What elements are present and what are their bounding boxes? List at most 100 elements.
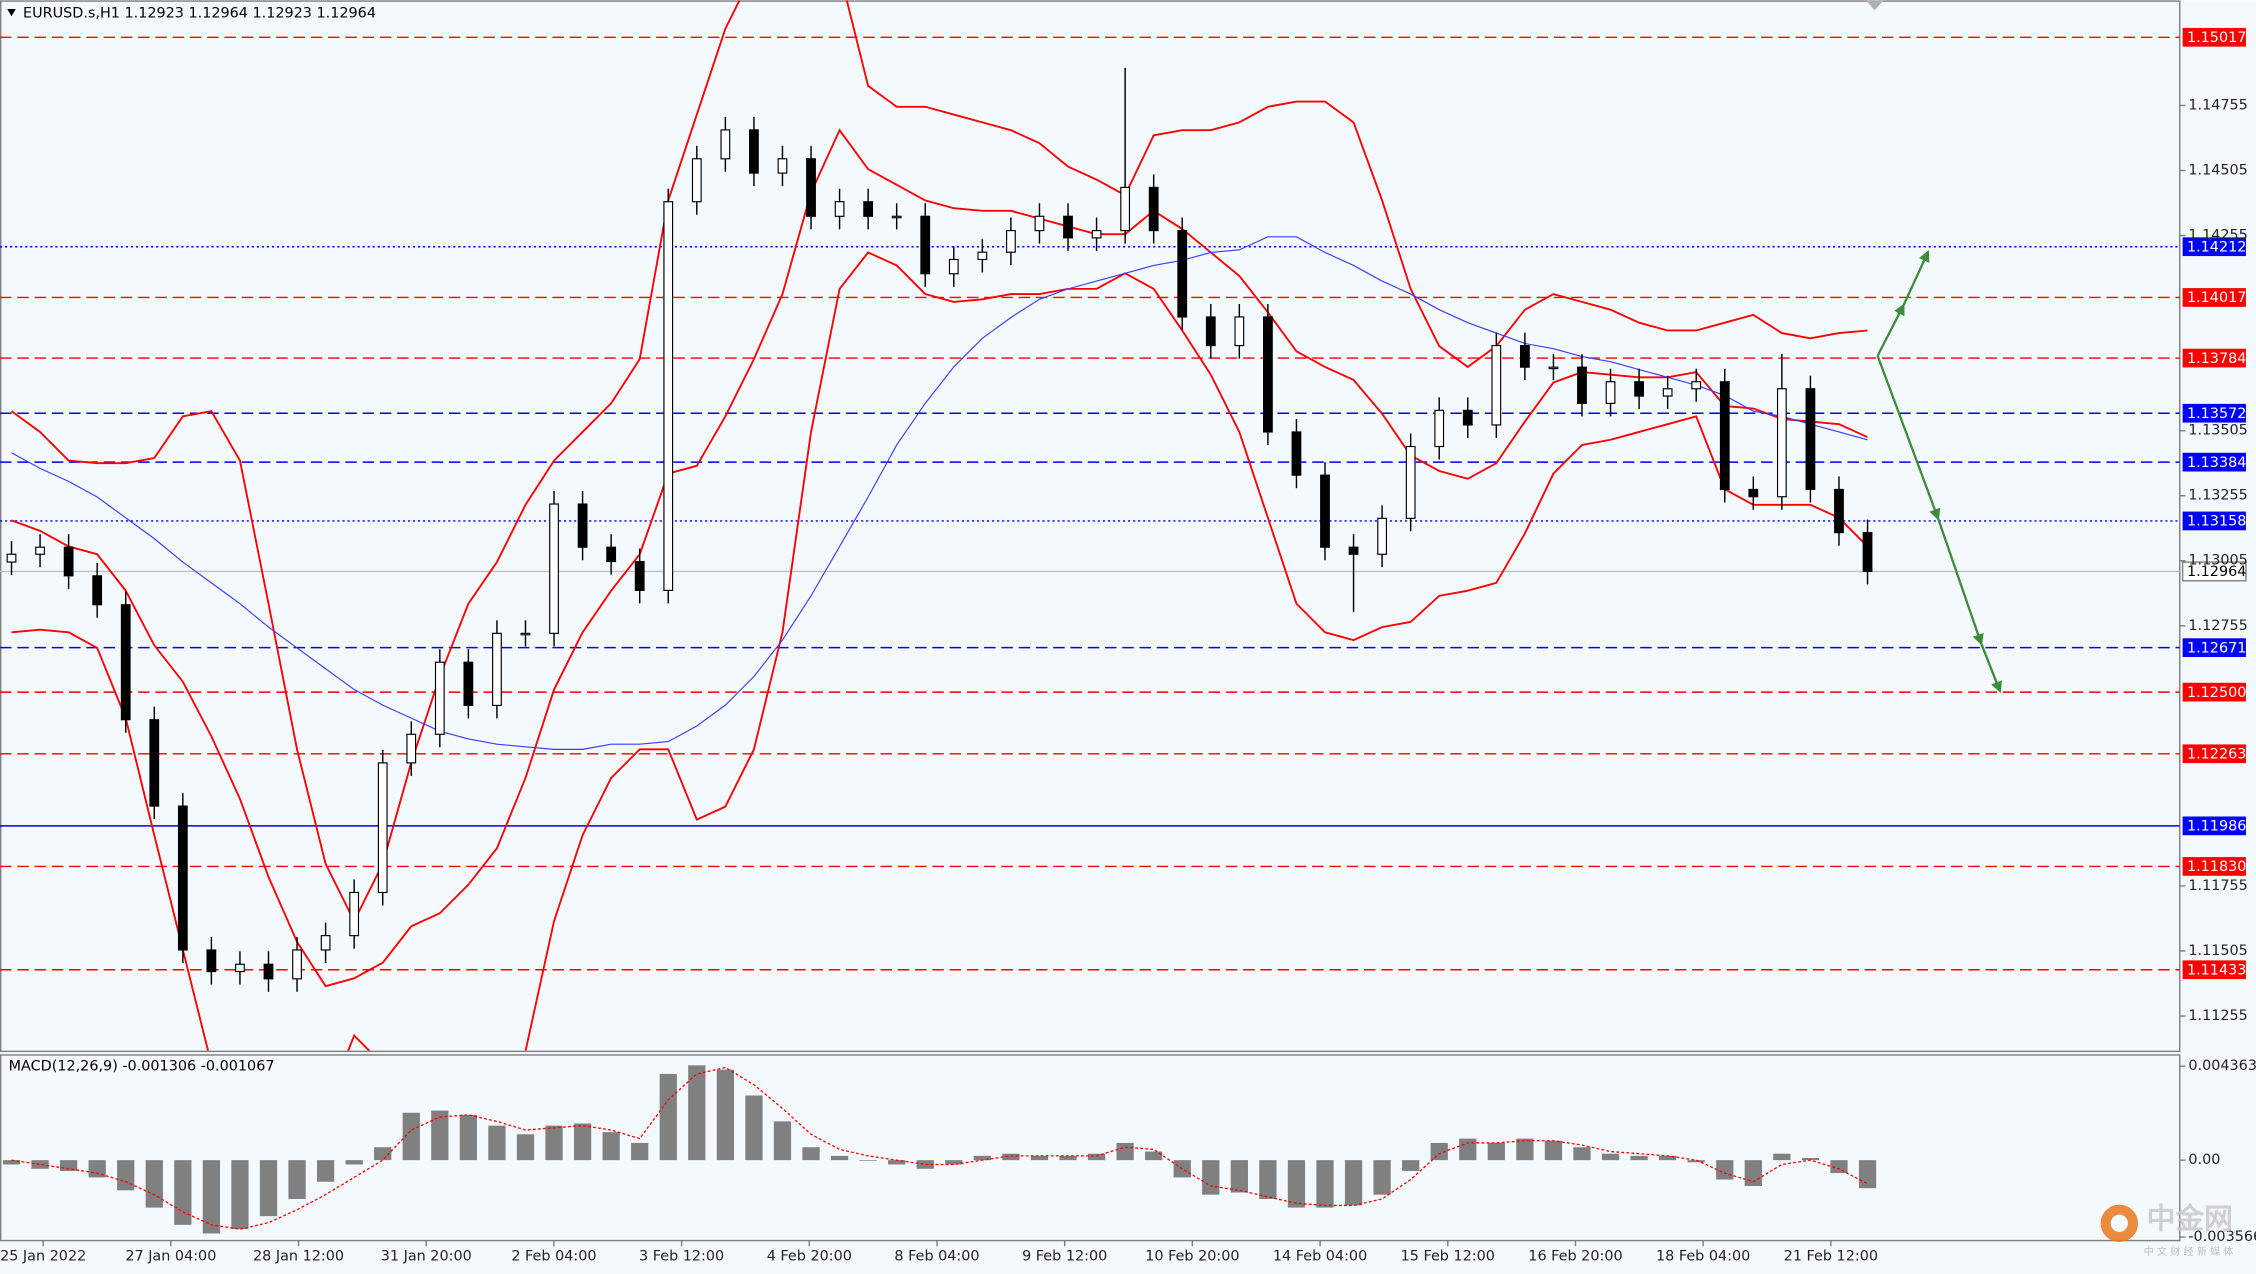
candle-body	[1862, 532, 1873, 572]
macd-bar	[602, 1132, 620, 1161]
level-label-box	[2181, 561, 2247, 582]
candle-body	[1120, 186, 1131, 232]
macd-bar	[1230, 1160, 1248, 1193]
macd-bar	[288, 1160, 306, 1199]
candle-body	[1177, 230, 1188, 318]
macd-bar	[316, 1160, 335, 1182]
y-tick-label: 1.13255	[2188, 488, 2247, 504]
level-label: 1.13784	[2187, 351, 2246, 367]
level-label-box	[2182, 511, 2246, 531]
arrow-down-2	[1936, 517, 1984, 646]
candle-body	[834, 201, 845, 217]
candle-body	[1205, 316, 1216, 347]
chart-title: EURUSD.s,H1 1.12923 1.12964 1.12923 1.12…	[23, 5, 376, 21]
candle-body	[1405, 445, 1416, 519]
candle-body	[606, 546, 617, 563]
y-tick-label: 1.11755	[2188, 878, 2247, 894]
macd-bar	[1716, 1160, 1734, 1180]
macd-layer	[2, 1065, 1877, 1234]
x-tick-label: 15 Feb 12:00	[1401, 1248, 1495, 1264]
macd-bar	[1801, 1158, 1820, 1161]
macd-bar	[716, 1069, 734, 1161]
arrow-down-3	[1980, 643, 2002, 694]
macd-bar	[830, 1155, 849, 1161]
macd-bar	[1573, 1147, 1591, 1161]
y-tick-label: 1.13005	[2188, 553, 2247, 569]
candle-body	[1348, 546, 1359, 555]
macd-bar	[1402, 1160, 1420, 1171]
macd-bar	[1145, 1151, 1163, 1161]
candle-body	[1634, 381, 1644, 397]
macd-bar	[488, 1125, 506, 1161]
macd-bar	[1773, 1153, 1791, 1161]
level-label-box	[2182, 237, 2246, 257]
indicator-line	[11, 236, 1868, 750]
price-frame	[0, 0, 2181, 1053]
level-label: 1.14017	[2187, 290, 2246, 306]
macd-bar	[1316, 1160, 1334, 1208]
candle-body	[720, 129, 731, 160]
macd-bar	[631, 1142, 649, 1161]
x-tick-label: 9 Feb 12:00	[1022, 1248, 1107, 1264]
axis-layer: 1.15017 1.14212 1.14017 1.13784 1.13572 1.133…	[0, 27, 2256, 1264]
level-label: 1.12263	[2187, 747, 2246, 763]
arrow-up-2	[1902, 250, 1930, 306]
level-label: 1.12671	[2187, 640, 2246, 656]
macd-bar	[88, 1160, 106, 1178]
level-label-box	[2182, 27, 2246, 47]
macd-frame	[0, 1054, 2181, 1242]
candle-body	[1776, 388, 1787, 498]
y-tick-label: 1.14255	[2188, 228, 2247, 244]
macd-bar	[231, 1160, 249, 1230]
macd-bar	[1830, 1160, 1848, 1174]
candle-body	[863, 201, 874, 217]
candle-body	[406, 733, 417, 764]
macd-bar	[1116, 1142, 1134, 1161]
y-tick-label: 0.00	[2188, 1152, 2220, 1168]
macd-bar	[2, 1160, 21, 1165]
macd-bar	[402, 1112, 420, 1161]
x-tick-label: 25 Jan 2022	[0, 1248, 86, 1264]
x-tick-label: 14 Feb 04:00	[1273, 1248, 1367, 1264]
watermark: 中金网 中 文 财 经 新 媒 体	[2100, 1201, 2233, 1258]
candle-body	[206, 949, 217, 973]
candle-body	[1263, 316, 1273, 433]
candle-body	[1605, 381, 1616, 404]
price-layer	[0, 0, 2180, 1051]
macd-bar	[1030, 1155, 1049, 1161]
candle-body	[292, 949, 302, 980]
x-tick-label: 31 Jan 20:00	[381, 1248, 472, 1264]
indicator-line	[10, 0, 1868, 924]
macd-title: MACD(12,26,9) -0.001306 -0.001067	[9, 1058, 275, 1074]
macd-bar	[1287, 1160, 1306, 1208]
macd-bar	[431, 1110, 449, 1161]
macd-bar	[745, 1095, 763, 1161]
macd-bar	[202, 1160, 221, 1234]
level-label-box	[2182, 744, 2246, 764]
macd-bar	[1659, 1155, 1677, 1161]
candle-body	[6, 553, 17, 563]
x-tick-label: 18 Feb 04:00	[1656, 1248, 1750, 1264]
macd-bar	[973, 1155, 991, 1161]
macd-bar	[1430, 1142, 1448, 1161]
candle-body	[1063, 215, 1073, 239]
macd-bar	[545, 1125, 563, 1161]
candle-body	[1719, 381, 1730, 491]
macd-bar	[117, 1160, 135, 1191]
candle-body	[263, 963, 274, 980]
y-tick-label: 1.11505	[2188, 943, 2247, 959]
level-label: 1.11830	[2187, 859, 2246, 875]
candle-body	[1434, 409, 1445, 448]
macd-bar	[1544, 1140, 1563, 1161]
macd-bar	[916, 1160, 934, 1169]
level-label-box	[2182, 857, 2246, 876]
candle-body	[349, 891, 360, 937]
macd-bar	[345, 1160, 363, 1165]
candle-body	[320, 935, 331, 951]
candle-body	[663, 201, 674, 591]
macd-bar	[1202, 1160, 1220, 1195]
macd-bar	[1687, 1160, 1705, 1163]
macd-bar	[1259, 1160, 1277, 1199]
y-tick-label: 1.11255	[2188, 1008, 2247, 1024]
